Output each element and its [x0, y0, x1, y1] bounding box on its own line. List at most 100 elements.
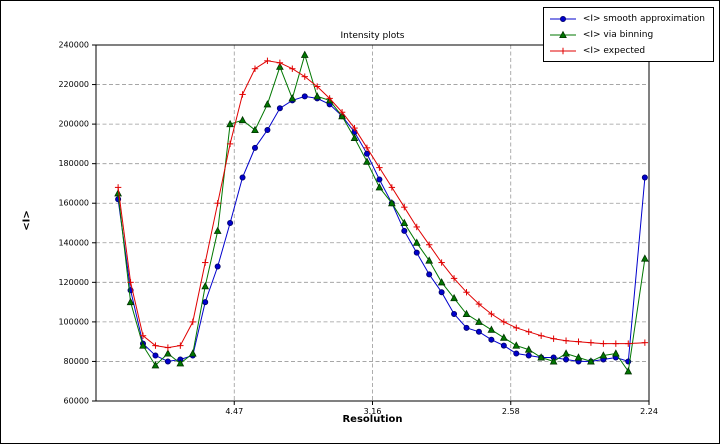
triangle-marker: [624, 367, 633, 375]
triangle-marker: [437, 278, 446, 286]
circle-marker: [525, 352, 532, 359]
circle-marker: [301, 93, 308, 100]
legend: <I> smooth approximation <I> via binning <…: [542, 7, 714, 62]
triangle-marker: [640, 254, 649, 262]
triangle-marker: [537, 353, 546, 361]
triangle-marker: [114, 189, 122, 197]
series-i-expected: [114, 57, 649, 351]
circle-marker: [202, 299, 209, 306]
circle-marker: [239, 174, 246, 181]
circle-marker: [641, 174, 648, 181]
legend-sample-triangle-icon: [549, 30, 576, 38]
circle-marker: [559, 15, 566, 22]
triangle-marker: [524, 345, 533, 353]
chart-title: Intensity plots: [340, 31, 405, 41]
triangle-marker: [599, 351, 608, 359]
y-axis-label: <I>: [21, 210, 33, 231]
triangle-marker: [338, 111, 346, 120]
circle-marker: [214, 263, 221, 270]
triangle-marker: [499, 333, 508, 341]
circle-marker: [251, 144, 258, 151]
circle-marker: [276, 105, 283, 112]
legend-label: <I> via binning: [582, 29, 654, 40]
x-tick-label: 2.24: [640, 407, 658, 416]
triangle-marker: [226, 119, 234, 128]
triangle-marker: [276, 62, 284, 70]
legend-item: <I> via binning: [548, 27, 705, 42]
circle-marker: [264, 127, 271, 134]
circle-marker: [451, 310, 458, 317]
circle-marker: [413, 249, 420, 256]
circle-marker: [438, 289, 445, 296]
triangle-marker: [350, 133, 359, 141]
legend-sample-plus-icon: [549, 47, 576, 54]
triangle-marker: [288, 94, 297, 102]
y-tick-label: 220000: [58, 80, 89, 89]
triangle-marker: [450, 293, 458, 302]
y-tick-label: 80000: [64, 357, 89, 366]
y-tick-label: 120000: [58, 278, 89, 287]
circle-marker: [227, 219, 234, 226]
circle-marker: [363, 150, 370, 157]
triangle-marker: [151, 361, 160, 369]
legend-item: <I> expected: [548, 43, 705, 58]
circle-marker: [426, 271, 433, 278]
circle-marker: [152, 352, 159, 359]
axes-frame: [95, 44, 650, 402]
y-tick-label: 140000: [58, 238, 89, 247]
triangle-marker: [300, 50, 309, 58]
legend-label: <I> smooth approximation: [582, 13, 705, 24]
triangle-marker: [188, 349, 197, 357]
triangle-marker: [512, 341, 521, 349]
series-i-smooth-approximation: [115, 93, 648, 365]
y-tick-label: 240000: [58, 41, 89, 50]
triangle-marker: [562, 349, 570, 357]
triangle-marker: [611, 349, 620, 357]
triangle-marker: [363, 157, 371, 165]
triangle-marker: [558, 30, 567, 38]
y-tick-label: 200000: [58, 120, 89, 129]
triangle-marker: [549, 357, 558, 365]
legend-item: <I> smooth approximation: [548, 11, 705, 26]
x-tick-label: 2.58: [502, 407, 520, 416]
triangle-marker: [574, 353, 583, 361]
triangle-marker: [238, 115, 247, 124]
circle-marker: [463, 324, 470, 331]
triangle-marker: [164, 349, 172, 357]
series-i-via-binning: [114, 50, 649, 375]
circle-marker: [475, 328, 482, 335]
triangle-marker: [201, 282, 210, 290]
legend-label: <I> expected: [582, 45, 646, 56]
y-tick-label: 60000: [64, 397, 89, 406]
circle-marker: [376, 176, 383, 183]
triangle-marker: [425, 256, 434, 264]
triangle-marker: [263, 100, 272, 108]
triangle-marker: [475, 317, 483, 325]
triangle-marker: [400, 218, 409, 227]
triangle-marker: [375, 183, 384, 191]
circle-marker: [500, 342, 507, 349]
y-tick-label: 160000: [58, 199, 89, 208]
triangle-marker: [139, 341, 147, 349]
circle-marker: [401, 227, 408, 234]
x-axis-label: Resolution: [342, 414, 403, 425]
triangle-marker: [487, 325, 496, 333]
triangle-marker: [587, 357, 595, 365]
triangle-marker: [251, 125, 259, 134]
y-tick-label: 100000: [58, 317, 89, 326]
circle-marker: [164, 358, 171, 365]
y-tick-label: 180000: [58, 159, 89, 168]
triangle-marker: [462, 309, 471, 317]
x-tick-label: 3.16: [364, 407, 382, 416]
triangle-marker: [412, 238, 421, 246]
circle-marker: [488, 336, 495, 343]
triangle-marker: [176, 359, 185, 367]
series-line: [117, 53, 646, 373]
circle-marker: [563, 356, 570, 363]
circle-marker: [513, 350, 520, 357]
triangle-marker: [126, 297, 135, 306]
x-tick-label: 4.47: [225, 407, 243, 416]
triangle-marker: [313, 92, 322, 100]
